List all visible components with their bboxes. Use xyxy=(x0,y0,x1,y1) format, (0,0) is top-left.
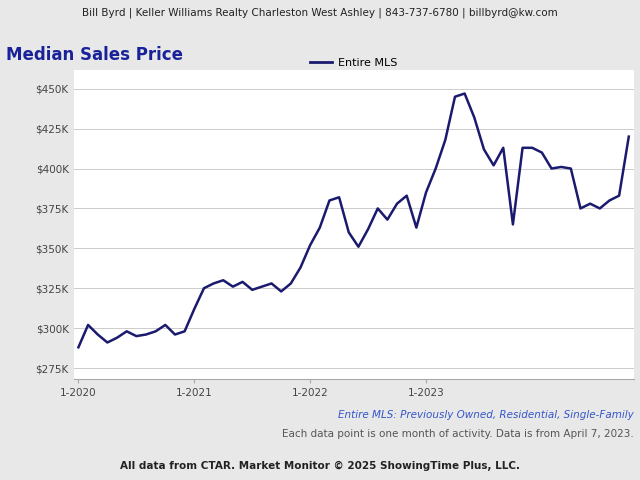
Text: Each data point is one month of activity. Data is from April 7, 2023.: Each data point is one month of activity… xyxy=(282,430,634,439)
Legend: Entire MLS: Entire MLS xyxy=(305,53,402,72)
Text: All data from CTAR. Market Monitor © 2025 ShowingTime Plus, LLC.: All data from CTAR. Market Monitor © 202… xyxy=(120,461,520,470)
Text: Bill Byrd | Keller Williams Realty Charleston West Ashley | 843-737-6780 | billb: Bill Byrd | Keller Williams Realty Charl… xyxy=(82,8,558,18)
Text: Median Sales Price: Median Sales Price xyxy=(6,47,184,64)
Text: Entire MLS: Previously Owned, Residential, Single-Family: Entire MLS: Previously Owned, Residentia… xyxy=(338,410,634,420)
